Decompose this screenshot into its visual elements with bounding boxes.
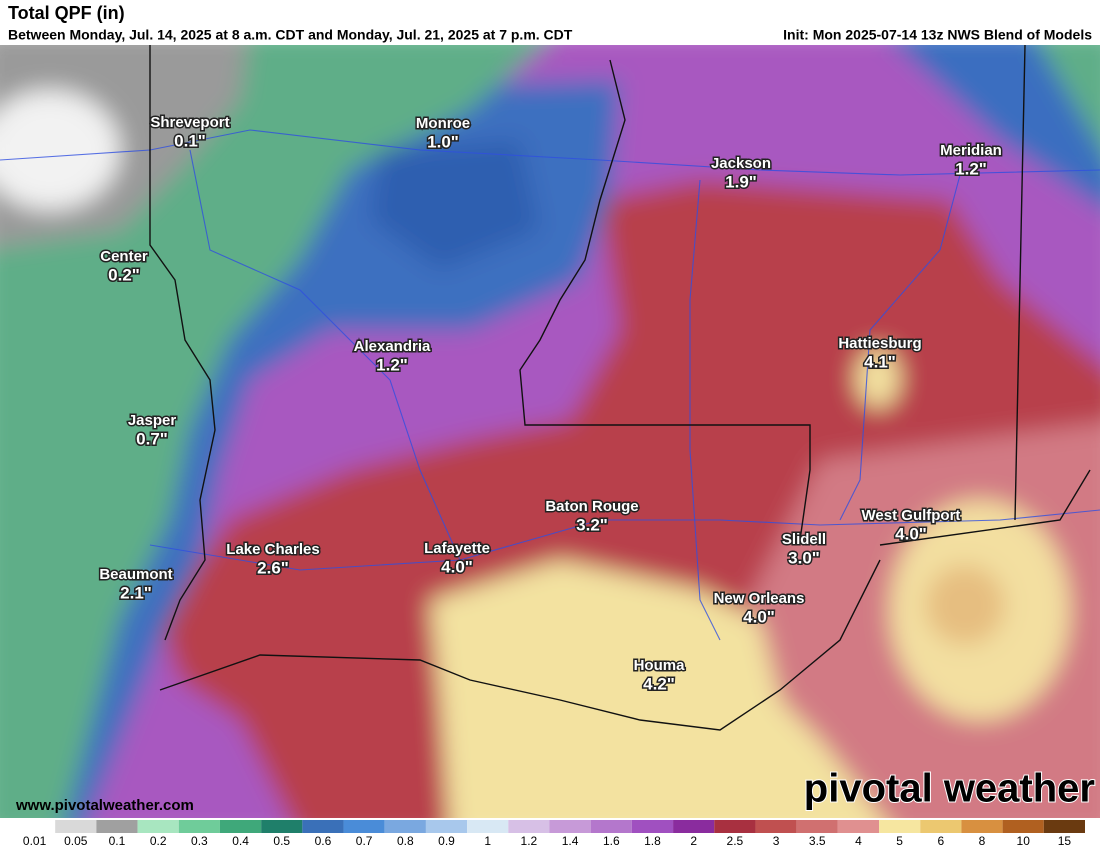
city-name: Slidell	[782, 531, 826, 548]
colorbar-swatch	[1043, 820, 1085, 833]
precip-field	[0, 45, 1100, 818]
city-value: 0.1"	[174, 131, 206, 150]
colorbar-swatch	[261, 820, 303, 833]
city-value: 4.1"	[864, 352, 896, 371]
colorbar-label: 0.8	[397, 834, 414, 848]
colorbar-swatch	[425, 820, 468, 833]
colorbar-label: 0.2	[150, 834, 167, 848]
colorbar-swatch	[467, 820, 509, 833]
colorbar-swatch	[1002, 820, 1044, 833]
colorbar-swatch	[796, 820, 838, 833]
colorbar-swatch	[673, 820, 715, 833]
colorbar-label: 3.5	[809, 834, 826, 848]
colorbar-swatch	[549, 820, 591, 833]
colorbar-swatch	[920, 820, 962, 833]
colorbar-swatch	[96, 820, 138, 833]
colorbar-label: 0.6	[315, 834, 332, 848]
city-name: Beaumont	[99, 566, 172, 583]
city-value: 4.0"	[441, 557, 473, 576]
city-value: 1.2"	[376, 355, 408, 374]
roads	[0, 129, 1100, 641]
colorbar-label: 2.5	[727, 834, 744, 848]
city-name: Jackson	[711, 155, 771, 172]
city-value: 1.9"	[725, 172, 757, 191]
colorbar-label: 0.3	[191, 834, 208, 848]
city-name: New Orleans	[714, 590, 805, 607]
colorbar-swatch	[714, 820, 756, 833]
city-value: 2.1"	[120, 583, 152, 602]
colorbar-label: 4	[855, 834, 862, 848]
colorbar-swatch	[14, 820, 56, 833]
city-value: 0.2"	[108, 265, 140, 284]
colorbar-label: 10	[1017, 834, 1031, 848]
city-name: Hattiesburg	[838, 335, 921, 352]
city-name: Alexandria	[354, 338, 431, 355]
colorbar-label: 3	[773, 834, 780, 848]
city-name: Shreveport	[150, 114, 229, 131]
colorbar-label: 15	[1058, 834, 1072, 848]
city-value: 2.6"	[257, 558, 289, 577]
city-name: Meridian	[940, 142, 1002, 159]
city-value: 3.2"	[576, 515, 608, 534]
colorbar-swatch	[961, 820, 1003, 833]
colorbar-label: 6	[937, 834, 944, 848]
colorbar-label: 0.5	[273, 834, 290, 848]
colorbar-swatch	[343, 820, 385, 833]
colorbar-label: 1.4	[562, 834, 579, 848]
colorbar-label: 0.4	[232, 834, 249, 848]
colorbar-label: 1	[484, 834, 491, 848]
city-name: West Gulfport	[862, 507, 961, 524]
colorbar-label: 1.8	[644, 834, 661, 848]
colorbar-swatch	[590, 820, 632, 833]
colorbar-label: 2	[690, 834, 697, 848]
city-name: Lafayette	[424, 540, 490, 557]
colorbar-label: 1.6	[603, 834, 620, 848]
colorbar-label: 1.2	[521, 834, 538, 848]
colorbar-swatch	[55, 820, 97, 833]
city-name: Houma	[634, 657, 685, 674]
colorbar-swatch	[302, 820, 344, 833]
map	[0, 45, 1100, 818]
colorbar-label: 0.9	[438, 834, 455, 848]
colorbar-swatch	[384, 820, 426, 833]
city-value: 0.7"	[136, 429, 168, 448]
city-value: 1.2"	[955, 159, 987, 178]
colorbar-swatch	[631, 820, 674, 833]
borders	[149, 45, 1091, 731]
colorbar-label: 5	[896, 834, 903, 848]
colorbar-swatch	[879, 820, 921, 833]
city-name: Baton Rouge	[545, 498, 638, 515]
city-name: Lake Charles	[226, 541, 319, 558]
subtitle: Between Monday, Jul. 14, 2025 at 8 a.m. …	[8, 27, 573, 43]
city-value: 4.0"	[895, 524, 927, 543]
colorbar-swatch	[178, 820, 220, 833]
city-value: 4.0"	[743, 607, 775, 626]
site-url: www.pivotalweather.com	[15, 797, 194, 814]
city-name: Monroe	[416, 115, 470, 132]
colorbar: 0.01 0.05 0.1 0.2 0.3 0.4 0.5 0.6 0.7 0.8 0.9 1 1.2 1…	[14, 820, 1085, 848]
colorbar-swatch	[219, 820, 262, 833]
colorbar-label: 8	[979, 834, 986, 848]
city-value: 3.0"	[788, 548, 820, 567]
city-value: 1.0"	[427, 132, 459, 151]
title: Total QPF (in)	[8, 3, 125, 23]
init-text: Init: Mon 2025-07-14 13z NWS Blend of Mo…	[783, 27, 1092, 43]
colorbar-swatch	[755, 820, 797, 833]
city-name: Jasper	[128, 412, 177, 429]
colorbar-label: 0.01	[23, 834, 47, 848]
watermark: pivotal weather	[804, 767, 1095, 811]
colorbar-swatch	[137, 820, 179, 833]
colorbar-label: 0.1	[109, 834, 126, 848]
city-value: 4.2"	[643, 674, 675, 693]
colorbar-label: 0.7	[356, 834, 373, 848]
city-name: Center	[100, 248, 148, 265]
colorbar-swatch	[508, 820, 550, 833]
colorbar-label: 0.05	[64, 834, 88, 848]
colorbar-swatch	[837, 820, 880, 833]
